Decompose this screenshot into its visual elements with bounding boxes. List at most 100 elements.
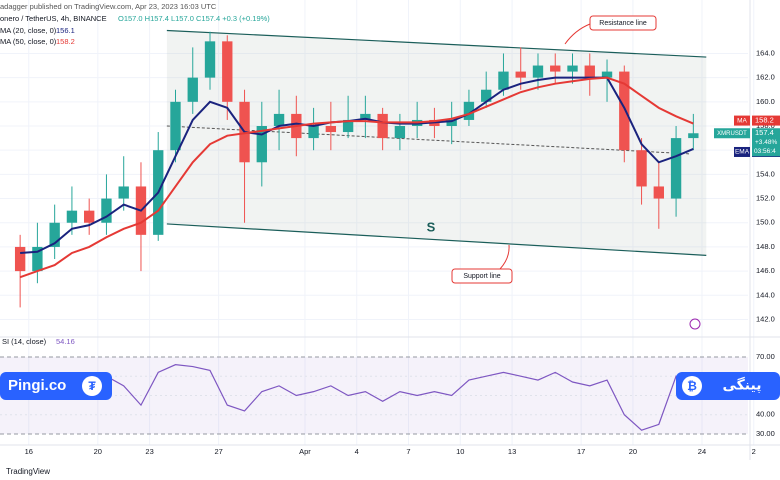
legend-name: MA (20, close, 0): [0, 26, 57, 35]
support-label-box: [451, 268, 513, 284]
candle-body: [567, 65, 578, 72]
rsi-legend-name: SI (14, close): [2, 337, 47, 346]
price-bg: [752, 128, 780, 157]
tether-glyph: ₮: [88, 379, 96, 393]
candle-body: [601, 71, 613, 78]
rsi-line: [19, 364, 694, 431]
x-tick-label: 23: [145, 447, 153, 456]
candle-body: [84, 210, 95, 223]
ma-value-bg: [752, 115, 780, 126]
candle-body: [446, 119, 457, 126]
legend-value: 156.1: [56, 26, 75, 35]
ohlc-legend: O157.0 H157.4 L157.0 C157.4 +0.3 (+0.19%…: [118, 14, 270, 23]
y-tick-label: 154.0: [756, 169, 775, 178]
ma-tag: MA: [737, 117, 747, 124]
channel-fill: [166, 30, 707, 256]
trendline-resistance: [166, 29, 707, 58]
footer: TradingView: [6, 467, 50, 476]
countdown: 03:56:4: [754, 148, 776, 155]
alert-icon: [689, 318, 701, 330]
trendline-midline: [166, 125, 690, 155]
candle-body: [463, 101, 475, 120]
change: +3.48%: [755, 139, 777, 146]
bitcoin-icon: [682, 376, 702, 396]
y-tick-label: 142.0: [756, 314, 775, 323]
x-tick-label: 17: [577, 447, 585, 456]
candle-body: [273, 113, 285, 126]
candle-body: [170, 101, 181, 151]
candle-body: [498, 71, 509, 90]
candle-body: [653, 186, 664, 199]
resistance-label-box: [589, 15, 657, 31]
candle-body: [550, 65, 561, 72]
support-arrow: [499, 244, 510, 270]
y-tick-label: 162.0: [756, 73, 775, 82]
logo-left-bg: [0, 372, 112, 400]
x-tick-label: 2: [752, 447, 756, 456]
candle-body: [584, 65, 595, 78]
candle-body: [204, 41, 216, 78]
x-tick-label: 10: [456, 447, 464, 456]
candle-body: [532, 65, 544, 78]
candle-body: [481, 89, 492, 102]
channel-letter: S: [427, 219, 436, 234]
price: 157.4: [755, 128, 774, 137]
ma-line: [19, 76, 694, 279]
footer-bg: [0, 460, 780, 480]
ticker: XMRUSDT: [717, 131, 747, 137]
x-tick-label: 16: [25, 447, 33, 456]
published: adagger published on TradingView.com, Ap…: [0, 2, 217, 11]
trendline-support: [166, 223, 707, 256]
ma-value: 158.2: [755, 116, 774, 125]
candle-body: [49, 222, 60, 247]
y-tick-label: 150.0: [756, 218, 775, 227]
candle-body: [101, 198, 112, 223]
y-tick-label: 148.0: [756, 242, 775, 251]
ma-line: [20, 76, 694, 254]
x-tick-label: 4: [355, 447, 359, 456]
candle-body: [515, 71, 526, 78]
candle-body: [394, 126, 406, 139]
candle-body: [688, 133, 699, 139]
tether-icon: [82, 376, 102, 396]
x-tick-label: Apr: [299, 447, 311, 456]
rsi-tick-label: 40.00: [756, 410, 775, 419]
candle-body: [670, 138, 682, 199]
candle-body: [14, 246, 26, 272]
resistance-arrow: [564, 23, 591, 45]
rsi-legend-value: 54.16: [56, 337, 75, 346]
candle-body: [66, 210, 78, 223]
ma-tag-bg: [734, 115, 750, 126]
y-tick-label: 160.0: [756, 97, 775, 106]
ema-tag: EMA: [735, 149, 750, 156]
logo-right-bg: [676, 372, 780, 400]
candle-body: [342, 119, 354, 133]
candle-body: [222, 41, 233, 102]
logo-right: پینگی: [723, 377, 762, 394]
x-tick-label: 7: [406, 447, 410, 456]
x-tick-label: 27: [214, 447, 222, 456]
y-tick-label: 164.0: [756, 48, 775, 57]
rsi-tick-label: 70.00: [756, 352, 775, 361]
candle-body: [619, 71, 630, 151]
candle-body: [256, 126, 267, 163]
candle-body: [187, 77, 198, 102]
ticker-bg: [714, 128, 750, 139]
candle-body: [308, 126, 319, 139]
candle-body: [118, 186, 129, 199]
candle-body: [636, 150, 647, 187]
candle-body: [377, 113, 388, 139]
candle-body: [325, 126, 337, 133]
logo-left: Pingi.co: [8, 377, 66, 394]
resistance-label: Resistance line: [599, 20, 647, 27]
x-tick-label: 20: [94, 447, 102, 456]
candle-body: [360, 113, 371, 120]
candle-body: [32, 246, 43, 272]
y-tick-label: 144.0: [756, 290, 775, 299]
rsi-tick-label: 30.00: [756, 429, 775, 438]
x-tick-label: 20: [629, 447, 637, 456]
bitcoin-glyph: ₿: [687, 379, 697, 393]
